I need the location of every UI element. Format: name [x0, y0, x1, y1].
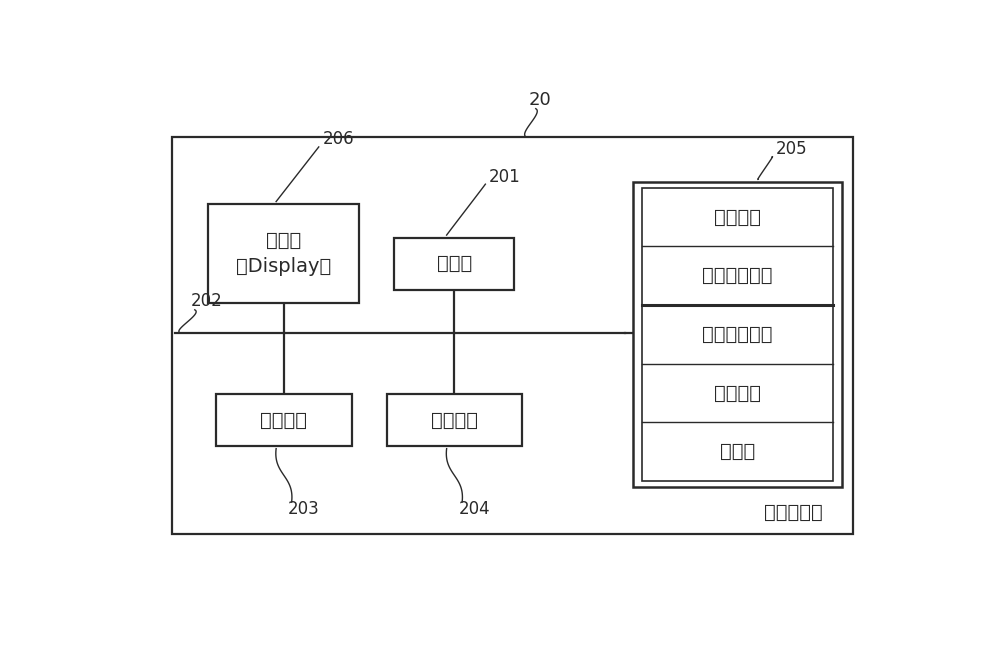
Bar — [208, 204, 359, 303]
Bar — [633, 182, 842, 487]
Bar — [387, 394, 522, 446]
Text: 程序指令: 程序指令 — [714, 384, 761, 402]
Bar — [216, 394, 352, 446]
Text: 处理器: 处理器 — [437, 254, 472, 273]
Text: 网络通信模块: 网络通信模块 — [702, 266, 772, 285]
Text: 204: 204 — [458, 501, 490, 519]
Text: 用户接口: 用户接口 — [260, 411, 307, 430]
Bar — [172, 137, 853, 534]
Text: 网络接口: 网络接口 — [431, 411, 478, 430]
Text: 203: 203 — [288, 501, 320, 519]
Text: 计算机设备: 计算机设备 — [764, 503, 822, 522]
Text: 操作系统: 操作系统 — [714, 208, 761, 226]
Bar — [642, 188, 833, 481]
Text: 201: 201 — [489, 168, 521, 186]
Text: 205: 205 — [776, 141, 808, 159]
Text: 202: 202 — [191, 292, 223, 310]
Text: 用户接口模块: 用户接口模块 — [702, 325, 772, 344]
Text: 存储器: 存储器 — [720, 442, 755, 461]
Text: 206: 206 — [323, 130, 354, 148]
Bar — [394, 237, 514, 290]
Text: 20: 20 — [528, 91, 551, 109]
Text: 显示屏
（Display）: 显示屏 （Display） — [236, 231, 332, 277]
